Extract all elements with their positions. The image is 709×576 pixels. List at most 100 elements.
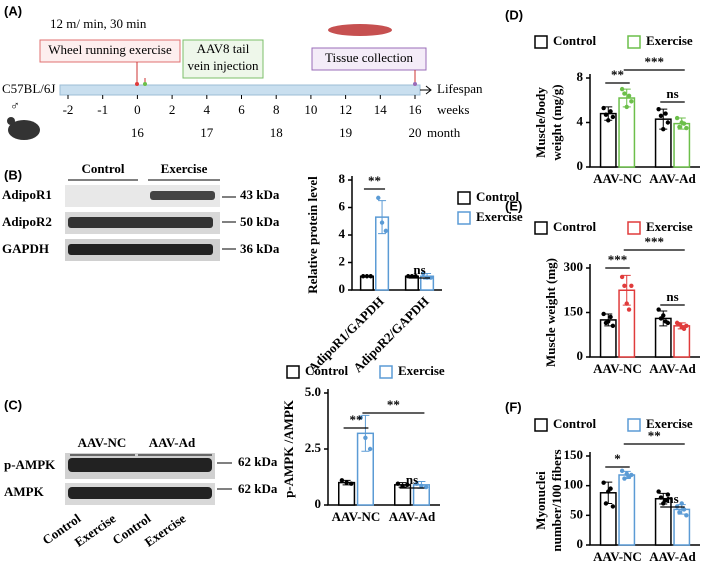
protocol: 12 m/ min, 30 min <box>50 16 147 31</box>
data-point <box>665 120 671 125</box>
x-tick-label: AAV-Ad <box>649 361 696 376</box>
data-point <box>606 489 611 494</box>
data-point <box>663 498 668 503</box>
week-label: 14 <box>374 102 388 117</box>
y-tick-label: 300 <box>564 259 584 274</box>
box-label: Tissue collection <box>325 50 413 65</box>
data-point <box>367 446 373 452</box>
panel-label: (C) <box>4 397 22 412</box>
data-point <box>677 124 682 130</box>
legend-swatch <box>379 365 393 379</box>
y-tick-label: 0 <box>315 496 322 511</box>
data-point <box>419 483 424 489</box>
data-point <box>610 504 616 509</box>
data-point <box>658 495 664 500</box>
data-point <box>629 472 634 478</box>
data-point <box>679 501 684 506</box>
data-point <box>629 99 634 104</box>
data-point <box>358 415 363 420</box>
box-injection <box>182 39 264 79</box>
blot-group: Control <box>81 161 124 176</box>
y-tick-label: 150 <box>564 303 584 318</box>
data-point <box>622 91 627 96</box>
data-point <box>619 86 625 92</box>
legend-label: Control <box>553 219 596 234</box>
data-point <box>681 121 687 126</box>
week-label: 2 <box>169 102 176 117</box>
data-point <box>405 482 410 488</box>
data-point <box>656 307 661 312</box>
significance-label: ns <box>666 86 678 101</box>
box-collection <box>311 47 427 71</box>
dot <box>135 82 139 86</box>
month-unit: month <box>427 125 461 140</box>
data-point <box>656 106 661 112</box>
data-point <box>661 501 666 506</box>
data-point <box>681 326 687 332</box>
data-point <box>400 483 405 489</box>
significance-label: * <box>614 451 621 466</box>
data-point <box>610 114 616 120</box>
legend-label: Control <box>553 33 596 48</box>
month-label: 20 <box>409 125 422 140</box>
blot-c <box>65 453 232 505</box>
legend-swatch <box>627 418 641 432</box>
y-tick-label: 6 <box>339 198 346 213</box>
y-tick-label: 0 <box>339 281 346 296</box>
data-point <box>663 111 668 116</box>
blot-row: AdipoR1 <box>2 187 52 202</box>
data-point <box>379 220 385 225</box>
legend-swatch <box>627 35 641 49</box>
data-point <box>622 283 627 288</box>
data-point <box>684 513 689 518</box>
significance-label: ** <box>368 173 381 188</box>
legend-swatch <box>457 191 471 205</box>
x-tick-label: AAV-Ad <box>389 509 436 524</box>
legend-swatch <box>457 211 471 225</box>
y-tick-label: 2 <box>339 253 346 268</box>
data-point <box>608 109 613 114</box>
y-axis-label: number/100 fibers <box>549 449 564 551</box>
axis-label: Lifespan <box>437 81 483 96</box>
blot-row: p-AMPK <box>4 457 56 472</box>
y-tick-label: 0 <box>577 158 584 173</box>
x-tick-label: AAV-NC <box>593 361 642 376</box>
data-point <box>606 118 611 123</box>
y-tick-label: 0 <box>577 536 584 551</box>
y-tick-label: 0 <box>577 348 584 363</box>
significance-label: ** <box>350 412 363 427</box>
mouse-icon <box>8 120 40 140</box>
data-point <box>674 115 680 121</box>
data-point <box>656 489 661 494</box>
data-point <box>349 481 354 486</box>
month-label: 19 <box>339 125 352 140</box>
muscle-icon <box>328 24 392 36</box>
week-label: 0 <box>134 102 141 117</box>
significance-label: ** <box>387 397 400 412</box>
bar <box>338 481 356 506</box>
blot-size: 36 kDa <box>240 241 280 256</box>
legend-label: Exercise <box>398 363 445 378</box>
month-label: 18 <box>270 125 283 140</box>
data-point <box>344 480 349 485</box>
significance-label: ns <box>406 472 418 487</box>
data-point <box>684 125 689 131</box>
panel-label: (A) <box>4 3 22 18</box>
blot-b <box>65 179 236 261</box>
significance-label: ** <box>648 428 661 443</box>
week-label: -1 <box>97 102 108 117</box>
data-point <box>409 274 415 279</box>
blot-size: 50 kDa <box>240 214 280 229</box>
data-point <box>624 104 629 110</box>
box-label: AAV8 tail <box>197 41 250 56</box>
data-point <box>608 486 613 491</box>
week-label: 16 <box>409 102 423 117</box>
week-label: 8 <box>273 102 280 117</box>
axis-unit: weeks <box>437 102 470 117</box>
data-point <box>421 271 426 276</box>
data-point <box>413 274 418 279</box>
week-label: 4 <box>204 102 211 117</box>
data-point <box>665 492 671 497</box>
